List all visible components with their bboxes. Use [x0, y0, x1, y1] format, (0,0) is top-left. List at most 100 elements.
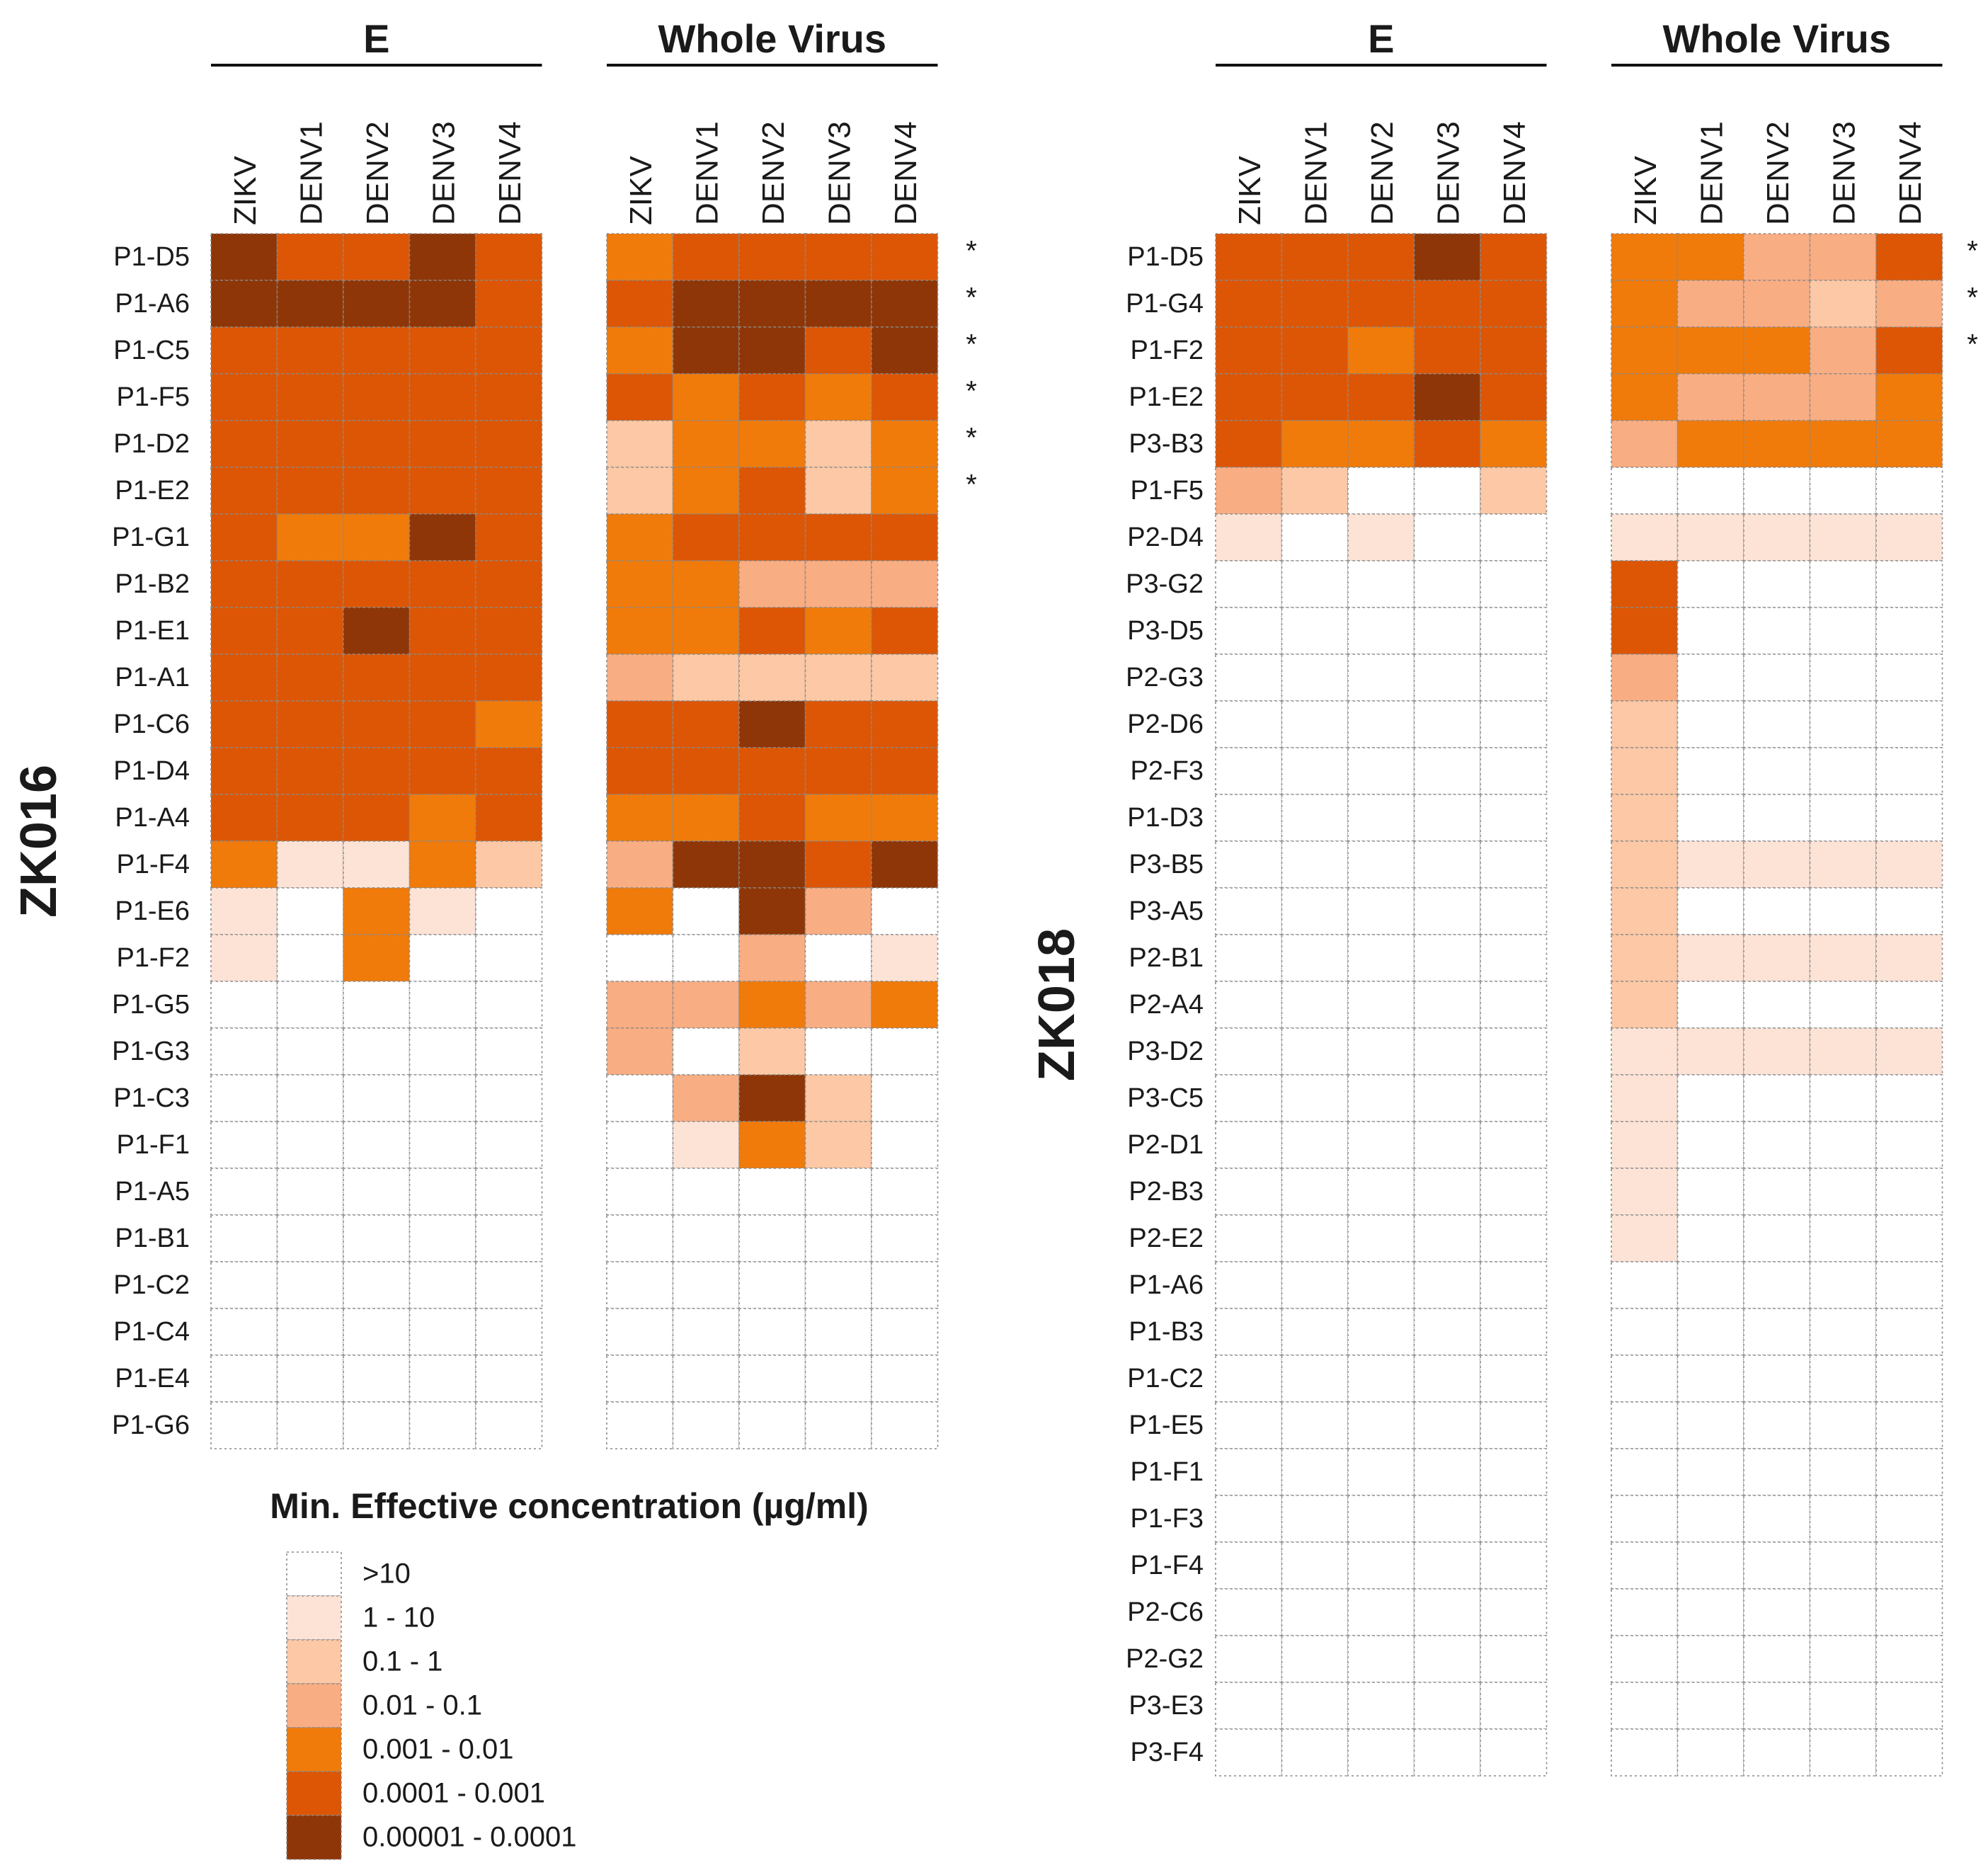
- zk018-cell-wv-p2-a4-denv2: [1743, 981, 1811, 1029]
- zk016-row-label: P1-E1: [115, 616, 190, 646]
- zk018-cell-e-p3-e3-denv1: [1281, 1682, 1349, 1730]
- zk016-cell-e-p1-d2-denv3: [409, 420, 476, 468]
- zk016-row-label: P1-D4: [113, 756, 190, 786]
- zk016-cell-wv-p1-g6-zikv: [606, 1401, 674, 1449]
- zk016-cell-wv-p1-c4-denv4: [871, 1308, 939, 1356]
- zk018-row-label: P2-A4: [1129, 990, 1204, 1020]
- zk018-row-label: P3-D2: [1127, 1037, 1204, 1066]
- zk018-col-label-wv-denv3: DENV3: [1827, 121, 1861, 225]
- zk018-cell-wv-p1-d3-denv2: [1743, 794, 1811, 842]
- zk018-cell-wv-p3-g2-denv1: [1676, 560, 1744, 608]
- zk016-cell-wv-p1-e6-denv2: [738, 887, 806, 935]
- zk016-cell-wv-p1-a1-denv4: [871, 654, 939, 702]
- zk016-cell-wv-p1-a1-denv2: [738, 654, 806, 702]
- zk016-row-label: P1-E2: [115, 476, 190, 506]
- zk016-cell-e-p1-a6-denv4: [475, 280, 543, 328]
- zk018-cell-wv-p1-b3-denv4: [1875, 1308, 1943, 1356]
- zk016-row-label: P1-A5: [115, 1177, 190, 1207]
- zk016-cell-e-p1-c2-denv4: [475, 1261, 543, 1309]
- legend-label: >10: [362, 1558, 411, 1590]
- zk018-cell-e-p3-d5-denv1: [1281, 607, 1349, 655]
- zk018-cell-wv-p2-g3-denv3: [1809, 654, 1877, 702]
- zk016-cell-e-p1-f1-denv4: [475, 1121, 543, 1169]
- zk016-row-label: P1-E4: [115, 1364, 190, 1393]
- zk016-cell-wv-p1-b1-denv3: [804, 1214, 872, 1262]
- zk018-row-label: P1-F4: [1131, 1551, 1204, 1580]
- zk018-cell-e-p2-c6-denv4: [1480, 1588, 1548, 1636]
- zk018-cell-e-p3-g2-zikv: [1215, 560, 1283, 608]
- zk016-cell-wv-p1-c2-denv1: [672, 1261, 740, 1309]
- zk018-cell-e-p3-g2-denv2: [1347, 560, 1415, 608]
- zk018-cell-wv-p1-e5-denv2: [1743, 1401, 1811, 1449]
- zk018-cell-wv-p3-b3-denv4: [1875, 420, 1943, 468]
- zk018-cell-wv-p1-d3-denv4: [1875, 794, 1943, 842]
- zk018-cell-e-p2-b3-denv2: [1347, 1168, 1415, 1216]
- zk016-cell-wv-p1-g6-denv4: [871, 1401, 939, 1449]
- zk018-cell-e-p1-f5-denv1: [1281, 467, 1349, 515]
- zk018-row-label: P1-F5: [1131, 476, 1204, 506]
- zk018-cell-wv-p2-a4-denv3: [1809, 981, 1877, 1029]
- zk018-cell-e-p3-c5-denv3: [1413, 1074, 1481, 1122]
- zk016-cell-e-p1-e4-denv3: [409, 1355, 476, 1403]
- zk016-cell-e-p1-c6-zikv: [210, 700, 278, 748]
- zk018-row-label: P1-A6: [1129, 1270, 1204, 1300]
- zk018-cell-wv-p3-b3-denv3: [1809, 420, 1877, 468]
- zk018-cell-e-p1-c2-denv4: [1480, 1355, 1548, 1403]
- zk018-panel-label: ZK018: [1029, 928, 1085, 1081]
- zk016-cell-wv-p1-g3-denv1: [672, 1027, 740, 1076]
- zk018-cell-e-p2-g3-denv2: [1347, 654, 1415, 702]
- zk018-cell-wv-p1-d5-denv4: [1875, 233, 1943, 281]
- zk016-cell-wv-p1-g6-denv1: [672, 1401, 740, 1449]
- zk018-cell-wv-p2-b3-denv2: [1743, 1168, 1811, 1216]
- zk018-cell-e-p2-e2-zikv: [1215, 1214, 1283, 1262]
- zk018-cell-wv-p3-a5-denv2: [1743, 887, 1811, 935]
- zk018-cell-wv-p1-c2-denv1: [1676, 1355, 1744, 1403]
- zk016-cell-e-p1-f2-zikv: [210, 934, 278, 982]
- legend-label: 0.1 - 1: [362, 1646, 442, 1677]
- zk018-cell-wv-p2-b3-denv3: [1809, 1168, 1877, 1216]
- zk018-row-label: P2-E2: [1129, 1224, 1204, 1253]
- zk018-cell-wv-p2-d6-denv4: [1875, 700, 1943, 748]
- zk016-cell-e-p1-a6-denv2: [343, 280, 411, 328]
- zk016-cell-wv-p1-c5-denv3: [804, 326, 872, 375]
- zk018-cell-wv-p2-e2-denv4: [1875, 1214, 1943, 1262]
- zk018-cell-e-p1-f5-denv3: [1413, 467, 1481, 515]
- zk016-cell-e-p1-b2-denv4: [475, 560, 543, 608]
- zk016-cell-e-p1-b1-zikv: [210, 1214, 278, 1262]
- legend-swatch: [286, 1639, 342, 1684]
- zk018-cell-wv-p2-d4-denv4: [1875, 513, 1943, 561]
- zk016-cell-wv-p1-e4-denv2: [738, 1355, 806, 1403]
- zk018-col-label-e-denv1: DENV1: [1298, 121, 1333, 225]
- zk018-cell-e-p1-e5-denv3: [1413, 1401, 1481, 1449]
- zk018-cell-e-p1-d3-denv2: [1347, 794, 1415, 842]
- zk018-group-title-wv: Whole Virus: [1662, 16, 1891, 61]
- zk018-cell-wv-p1-f3-denv1: [1676, 1495, 1744, 1543]
- zk018-cell-wv-p2-e2-denv2: [1743, 1214, 1811, 1262]
- zk016-row-label: P1-A4: [115, 803, 190, 833]
- zk016-col-label-e-zikv: ZIKV: [228, 156, 263, 225]
- zk018-row-label: P3-D5: [1127, 616, 1204, 646]
- zk016-cell-wv-p1-a6-denv3: [804, 280, 872, 328]
- zk016-cell-wv-p1-d5-denv2: [738, 233, 806, 281]
- zk016-cell-e-p1-f4-denv3: [409, 840, 476, 889]
- zk018-cell-wv-p1-f5-denv4: [1875, 467, 1943, 515]
- zk016-cell-e-p1-d5-denv4: [475, 233, 543, 281]
- legend-label: 0.0001 - 0.001: [362, 1778, 545, 1809]
- zk018-cell-wv-p2-d6-denv2: [1743, 700, 1811, 748]
- zk018-cell-e-p2-g3-denv1: [1281, 654, 1349, 702]
- zk018-cell-e-p1-g4-denv2: [1347, 280, 1415, 328]
- zk018-cell-wv-p2-f3-denv4: [1875, 747, 1943, 795]
- zk016-cell-e-p1-e6-zikv: [210, 887, 278, 935]
- zk018-cell-wv-p3-c5-denv2: [1743, 1074, 1811, 1122]
- zk016-cell-e-p1-e6-denv2: [343, 887, 411, 935]
- zk018-cell-e-p2-f3-denv2: [1347, 747, 1415, 795]
- zk018-cell-wv-p1-f3-denv2: [1743, 1495, 1811, 1543]
- zk018-cell-e-p2-e2-denv1: [1281, 1214, 1349, 1262]
- zk018-cell-wv-p3-b3-denv2: [1743, 420, 1811, 468]
- zk016-cell-e-p1-e4-zikv: [210, 1355, 278, 1403]
- zk018-cell-wv-p3-b3-zikv: [1611, 420, 1679, 468]
- zk016-row-label: P1-C5: [113, 336, 190, 365]
- zk018-cell-e-p3-b5-denv3: [1413, 840, 1481, 889]
- zk018-row-label: P1-F2: [1131, 336, 1204, 365]
- zk016-col-label-wv-denv1: DENV1: [690, 121, 724, 225]
